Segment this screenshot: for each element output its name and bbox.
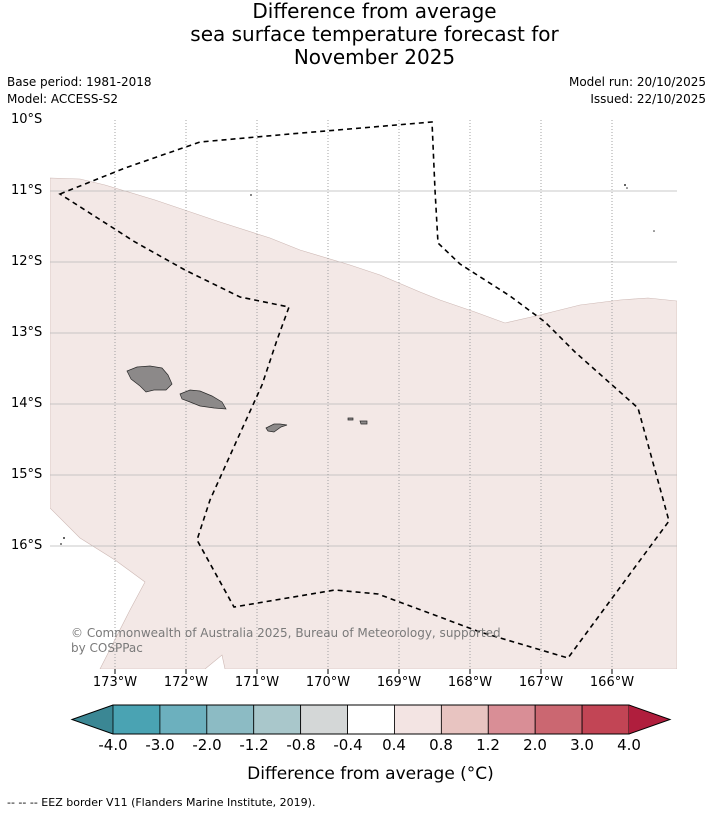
colorbar-cell — [487, 704, 536, 735]
lon-label-169w: 169°W — [376, 675, 422, 690]
colorbar-label: -3.0 — [145, 736, 175, 754]
colorbar-label: 0.8 — [429, 736, 453, 754]
colorbar-cells — [112, 704, 630, 735]
colorbar-label: -4.0 — [98, 736, 128, 754]
colorbar-label: 0.4 — [382, 736, 406, 754]
meta-left: Base period: 1981-2018 Model: ACCESS-S2 — [7, 74, 152, 108]
copyright-line-1: © Commonwealth of Australia 2025, Bureau… — [71, 626, 501, 640]
colorbar-cell — [112, 704, 161, 735]
copyright-notice: © Commonwealth of Australia 2025, Bureau… — [71, 626, 511, 656]
colorbar-label: 3.0 — [570, 736, 594, 754]
colorbar-cell — [253, 704, 302, 735]
eez-boundary — [58, 121, 670, 659]
issued-date: Issued: 22/10/2025 — [590, 92, 706, 106]
lat-label-13s: 13°S — [11, 325, 43, 340]
colorbar-cell — [159, 704, 208, 735]
lon-label-168w: 168°W — [447, 675, 493, 690]
colorbar-title: Difference from average (°C) — [247, 764, 494, 784]
island-ofu — [347, 417, 354, 421]
lat-label-10s: 10°S — [11, 112, 43, 127]
lat-label-15s: 15°S — [11, 467, 43, 482]
model-name: Model: ACCESS-S2 — [7, 92, 119, 106]
island-tutuila — [265, 423, 288, 433]
island-tau — [359, 420, 368, 425]
colorbar-cell — [206, 704, 255, 735]
lat-label-16s: 16°S — [11, 538, 43, 553]
lon-label-166w: 166°W — [589, 675, 635, 690]
colorbar-cell — [347, 704, 395, 735]
colorbar-label: 2.0 — [523, 736, 547, 754]
island-savaii — [126, 365, 173, 393]
tick-marks — [114, 669, 613, 674]
colorbar-cell — [581, 704, 630, 735]
lat-label-11s: 11°S — [11, 183, 43, 198]
colorbar-cell — [394, 704, 442, 735]
lat-label-14s: 14°S — [11, 396, 43, 411]
colorbar-outline — [70, 704, 672, 735]
colorbar-label: 1.2 — [476, 736, 500, 754]
colorbar-cell — [300, 704, 348, 735]
colorbar-under-triangle — [72, 705, 113, 734]
lon-label-170w: 170°W — [305, 675, 351, 690]
colorbar-cell — [534, 704, 583, 735]
colorbar-over-triangle — [629, 705, 670, 734]
copyright-line-2: by COSPPac — [71, 641, 143, 655]
latitude-gridlines — [50, 190, 677, 547]
chart-title: Difference from average sea surface temp… — [0, 0, 713, 69]
lon-label-171w: 171°W — [234, 675, 280, 690]
land — [126, 365, 368, 433]
lat-label-12s: 12°S — [11, 254, 43, 269]
title-line-3: November 2025 — [293, 45, 456, 69]
colorbar-label: -1.2 — [239, 736, 269, 754]
model-run: Model run: 20/10/2025 — [568, 75, 706, 89]
colorbar-label: 4.0 — [617, 736, 641, 754]
eez-legend-note: -- -- -- EEZ border V11 (Flanders Marine… — [7, 796, 316, 809]
colorbar — [70, 704, 672, 735]
lon-label-167w: 167°W — [518, 675, 564, 690]
base-period: Base period: 1981-2018 — [7, 75, 152, 89]
colorbar-label: -0.4 — [333, 736, 363, 754]
lon-label-173w: 173°W — [92, 675, 138, 690]
colorbar-label: -2.0 — [192, 736, 222, 754]
title-line-2: sea surface temperature forecast for — [190, 22, 559, 46]
colorbar-label: -0.8 — [286, 736, 316, 754]
colorbar-cell — [440, 704, 489, 735]
small-islets — [60, 184, 655, 545]
lon-label-172w: 172°W — [163, 675, 209, 690]
title-line-1: Difference from average — [252, 0, 497, 23]
meta-right: Model run: 20/10/2025 Issued: 22/10/2025 — [569, 74, 706, 108]
island-upolu — [179, 389, 227, 410]
